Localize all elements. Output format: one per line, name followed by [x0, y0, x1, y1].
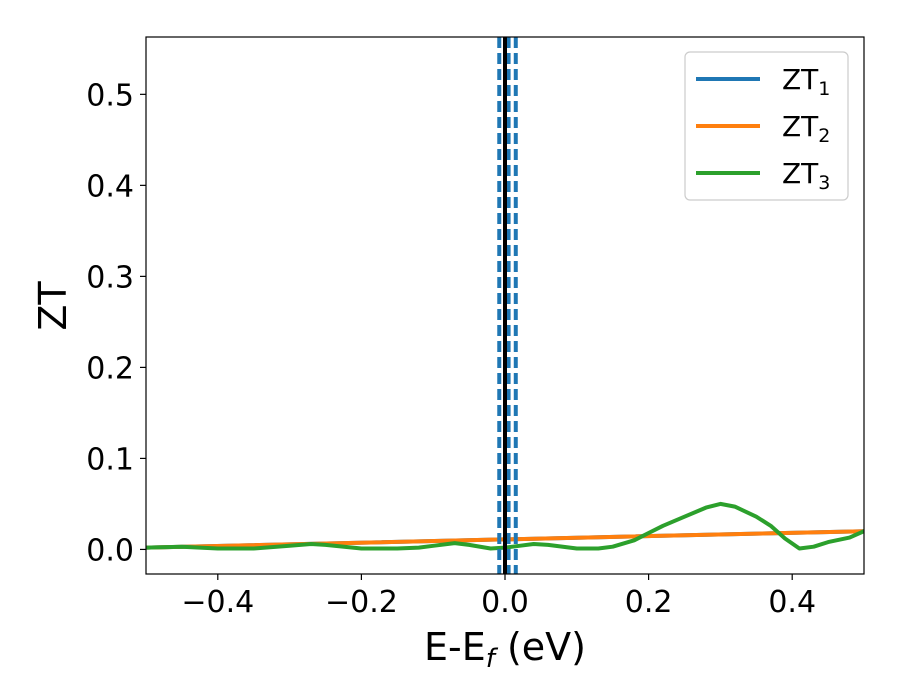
legend-label-1: ZT1 — [782, 63, 830, 100]
y-axis-ticks: 0.0 0.1 0.2 0.3 0.4 0.5 — [86, 78, 146, 568]
x-tick-label: 0.2 — [625, 585, 673, 620]
y-tick-label: 0.0 — [86, 533, 134, 568]
legend-label-3: ZT3 — [782, 157, 830, 194]
series-line-3 — [146, 501, 864, 551]
y-tick-label: 0.1 — [86, 442, 134, 477]
y-tick-label: 0.5 — [86, 78, 134, 113]
legend-box — [684, 51, 849, 201]
x-tick-label: −0.2 — [325, 585, 398, 620]
x-tick-label: −0.4 — [181, 585, 254, 620]
x-tick-label: 0.0 — [481, 585, 529, 620]
y-tick-label: 0.4 — [86, 169, 134, 204]
x-axis-label: E-Ef (eV) — [424, 625, 586, 674]
legend: ZT1 ZT2 ZT3 — [684, 51, 849, 201]
x-tick-label: 0.4 — [768, 585, 816, 620]
y-axis-label: ZT — [31, 281, 75, 331]
x-axis-ticks: −0.4 −0.2 0.0 0.2 0.4 — [181, 574, 816, 620]
y-tick-label: 0.3 — [86, 260, 134, 295]
plot-marks — [146, 37, 864, 574]
y-tick-label: 0.2 — [86, 351, 134, 386]
legend-label-2: ZT2 — [782, 110, 830, 147]
